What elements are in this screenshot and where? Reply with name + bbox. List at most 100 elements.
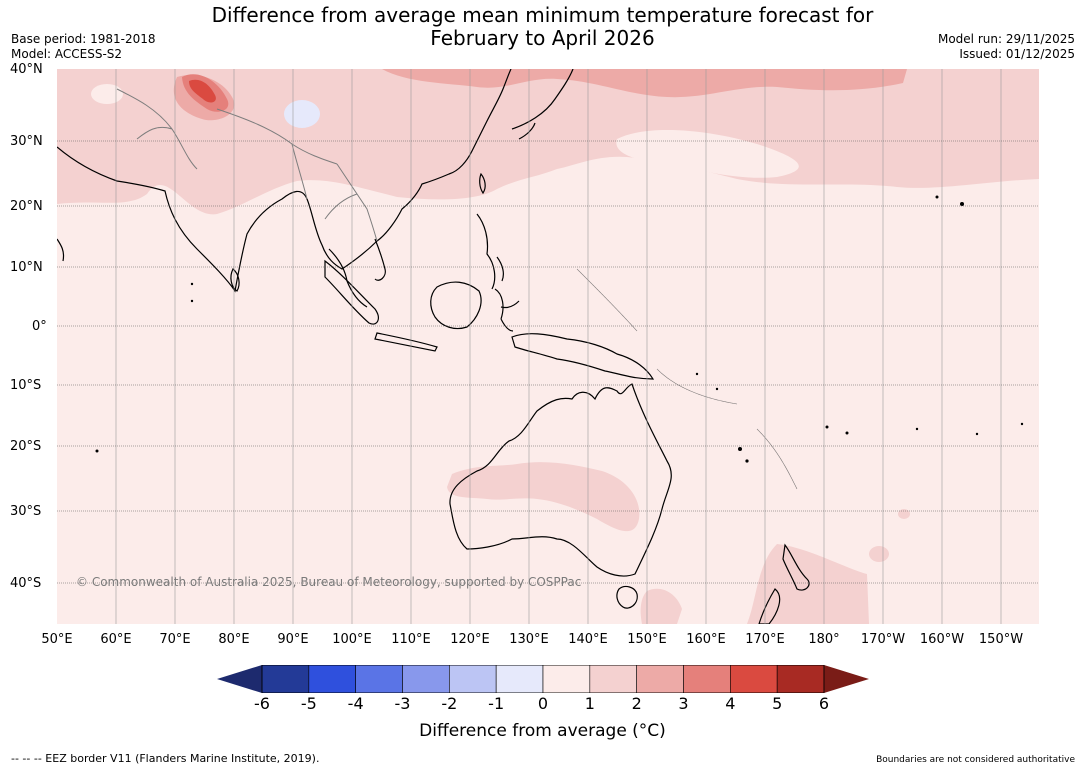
lat-label-10n: 10°N — [10, 260, 43, 275]
lat-label-40n: 40°N — [10, 62, 43, 77]
colorbar-cell — [402, 665, 450, 693]
lat-label-10s: 10°S — [10, 378, 42, 393]
colorbar-cell — [589, 665, 637, 693]
lon-label-50e: 50°E — [41, 632, 73, 647]
lat-label-40s: 40°S — [10, 576, 42, 591]
colorbar-cell — [730, 665, 778, 693]
eez-lines — [576, 268, 798, 490]
colorbar-cell — [308, 665, 356, 693]
island-new-caledonia — [745, 459, 749, 463]
issued-date: Issued: 01/12/2025 — [959, 47, 1075, 61]
coastline-sri-lanka — [230, 268, 240, 292]
lon-label-180: 180° — [808, 632, 840, 647]
model-run: Model run: 29/11/2025 — [937, 32, 1075, 46]
colorbar-cell — [495, 665, 544, 693]
lon-label-110e: 110°E — [391, 632, 431, 647]
copyright-text: © Commonwealth of Australia 2025, Bureau… — [76, 575, 581, 589]
island-maldives — [190, 282, 194, 286]
forecast-map: © Commonwealth of Australia 2025, Bureau… — [57, 69, 1039, 624]
coastline-nz-north — [782, 543, 810, 591]
lon-label-60e: 60°E — [100, 632, 132, 647]
lon-label-150w: 150°W — [978, 632, 1024, 647]
eez-borders — [576, 268, 798, 490]
lon-label-90e: 90°E — [277, 632, 309, 647]
meta-left: Base period: 1981-2018 Model: ACCESS-S2 — [11, 32, 156, 62]
lon-label-160e: 160°E — [686, 632, 726, 647]
colorbar-tick-label: 2 — [631, 694, 642, 713]
coastline-taiwan — [479, 172, 486, 195]
colorbar — [217, 665, 869, 693]
colorbar-under-arrow — [217, 665, 262, 693]
colorbar-frame — [261, 665, 825, 693]
colorbar-cell — [683, 665, 731, 693]
colorbar-title: Difference from average (°C) — [419, 721, 666, 741]
colorbar-tick-label: 6 — [818, 694, 830, 713]
colorbar-cell — [355, 665, 403, 693]
island-samoa — [915, 427, 919, 431]
lon-label-140e: 140°E — [568, 632, 608, 647]
boundaries-note: Boundaries are not considered authoritat… — [876, 755, 1075, 765]
coastline-africa — [57, 238, 65, 262]
coastline-sulawesi — [494, 288, 520, 332]
eez-note: -- -- -- EEZ border V11 (Flanders Marine… — [11, 752, 320, 765]
island-cook — [975, 432, 979, 436]
island-hawaii-2 — [935, 195, 939, 199]
coastlines — [57, 69, 810, 624]
lon-label-150e: 150°E — [627, 632, 667, 647]
island-solomon — [695, 372, 699, 376]
island-hawaii — [960, 202, 964, 206]
colorbar-tick-label: 3 — [678, 694, 689, 713]
island-fiji — [825, 425, 829, 429]
colorbar-tick-label: -5 — [300, 694, 317, 713]
colorbar-tick-label: 1 — [584, 694, 595, 713]
island-solomon-2 — [715, 387, 719, 391]
coastline-indochina — [328, 238, 386, 308]
colorbar-cells — [261, 665, 825, 693]
island-vanuatu — [738, 447, 742, 451]
lon-label-120e: 120°E — [450, 632, 490, 647]
border-lines — [116, 88, 378, 242]
island-tahiti — [1020, 422, 1024, 426]
anomaly-spot-pacific — [898, 509, 910, 519]
lon-label-170e: 170°E — [745, 632, 785, 647]
colorbar-tick-label: -1 — [488, 694, 505, 713]
colorbar-cell — [542, 665, 591, 693]
colorbar-tick-label: 5 — [772, 694, 783, 713]
anomaly-cool-spot — [284, 100, 320, 128]
island-fiji-2 — [845, 431, 849, 435]
coastline-asia — [57, 69, 512, 293]
latitude-grid — [57, 140, 1039, 584]
colorbar-cell — [636, 665, 684, 693]
coastline-philippines — [476, 213, 504, 290]
colorbar-tick-label: 4 — [725, 694, 736, 713]
anomaly-band-1-2-new-zealand — [747, 544, 869, 624]
map-title: Difference from average mean minimum tem… — [0, 4, 1085, 50]
colorbar-cell — [449, 665, 497, 693]
island-maldives-2 — [190, 299, 194, 303]
coastline-nz-south — [758, 588, 781, 624]
lon-label-170w: 170°W — [860, 632, 906, 647]
base-period: Base period: 1981-2018 — [11, 32, 156, 46]
colorbar-over-arrow — [824, 665, 869, 693]
anomaly-band-2-3-north — [382, 69, 907, 98]
coastline-australia — [449, 383, 672, 577]
pacific-islands — [95, 195, 1024, 463]
colorbar-tick-label: -2 — [441, 694, 458, 713]
coastline-java — [374, 332, 438, 352]
title-line-2: February to April 2026 — [430, 26, 655, 50]
anomaly-spot-pacific-2 — [869, 546, 889, 562]
title-line-1: Difference from average mean minimum tem… — [211, 3, 874, 27]
lat-label-30n: 30°N — [10, 134, 43, 149]
colorbar-cell — [261, 665, 310, 693]
coastline-borneo — [430, 281, 482, 330]
lat-label-20n: 20°N — [10, 199, 43, 214]
meta-right: Model run: 29/11/2025 Issued: 01/12/2025 — [938, 32, 1075, 62]
anomaly-light-pocket — [616, 129, 799, 178]
country-borders — [116, 88, 378, 242]
lat-label-30s: 30°S — [10, 504, 42, 519]
anomaly-light-spot-arabia — [91, 84, 123, 104]
lon-label-100e: 100°E — [332, 632, 372, 647]
anomaly-band-1-2-tasmania — [640, 588, 682, 624]
island-mauritius — [95, 449, 99, 453]
colorbar-tick-label: -4 — [347, 694, 364, 713]
